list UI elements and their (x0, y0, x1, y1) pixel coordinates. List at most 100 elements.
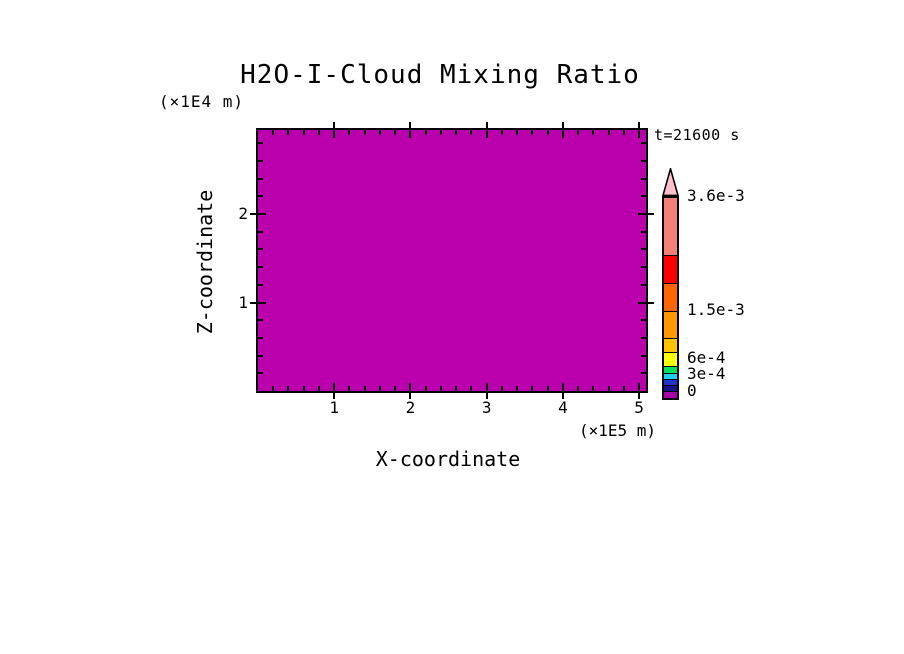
axis-tick (641, 283, 646, 286)
axis-tick (348, 386, 351, 391)
colorbar-segment (664, 283, 677, 311)
colorbar (662, 196, 679, 400)
axis-tick (287, 130, 290, 135)
axis-tick (439, 130, 442, 135)
plot-area (250, 122, 654, 399)
axis-tick (302, 386, 305, 391)
axis-tick (272, 386, 275, 391)
axis-tick (622, 386, 625, 391)
axis-tick (258, 248, 263, 251)
axis-tick (641, 354, 646, 357)
axis-tick (577, 386, 580, 391)
axis-tick (258, 266, 263, 269)
axis-tick (641, 142, 646, 145)
colorbar-tick-label: 0 (687, 381, 697, 400)
axis-tick (641, 336, 646, 339)
axis-tick (302, 130, 305, 135)
axis-tick (516, 386, 519, 391)
axis-tick (250, 301, 266, 304)
x-axis-unit-label: (×1E5 m) (578, 421, 656, 440)
axis-tick (622, 130, 625, 135)
time-annotation: t=21600 s (654, 126, 740, 144)
colorbar-tick-label: 3.6e-3 (687, 186, 745, 205)
axis-tick (470, 386, 473, 391)
axis-tick (455, 130, 458, 135)
x-tick-label: 3 (481, 398, 492, 417)
colorbar-segment (664, 255, 677, 283)
axis-tick (641, 266, 646, 269)
x-tick-label: 2 (405, 398, 416, 417)
axis-tick (439, 386, 442, 391)
axis-tick (561, 383, 564, 399)
colorbar-segment (664, 352, 677, 366)
colorbar-segment (664, 198, 677, 255)
axis-tick (638, 301, 654, 304)
y-tick-label: 1 (238, 292, 248, 312)
y-axis-unit-label: (×1E4 m) (159, 92, 245, 111)
axis-tick (287, 386, 290, 391)
colorbar-overflow-arrow-icon (662, 168, 679, 196)
axis-tick (546, 386, 549, 391)
axis-tick (394, 130, 397, 135)
colorbar-segment (664, 373, 677, 379)
axis-tick (333, 383, 336, 399)
axis-tick (638, 122, 641, 138)
axis-tick (409, 383, 412, 399)
axis-tick (592, 130, 595, 135)
axis-tick (272, 130, 275, 135)
colorbar-segment (664, 379, 677, 385)
axis-tick (592, 386, 595, 391)
axis-tick (455, 386, 458, 391)
x-tick-label: 5 (634, 398, 644, 417)
axis-tick (641, 319, 646, 322)
axis-tick (500, 130, 503, 135)
colorbar-tick-label: 3e-4 (687, 364, 726, 383)
axis-tick (258, 230, 263, 233)
axis-tick (409, 122, 412, 138)
colorbar-segment (664, 311, 677, 338)
axis-tick (424, 130, 427, 135)
axis-tick (394, 386, 397, 391)
axis-tick (485, 383, 488, 399)
x-axis-title: X-coordinate (375, 447, 521, 471)
axis-tick (577, 130, 580, 135)
axis-tick (363, 130, 366, 135)
axis-tick (531, 130, 534, 135)
x-tick-label: 1 (329, 398, 340, 417)
axis-tick (641, 230, 646, 233)
colorbar-segment (664, 366, 677, 373)
y-axis-title: Z-coordinate (193, 189, 217, 335)
axis-tick (638, 383, 641, 399)
axis-tick (470, 130, 473, 135)
axis-tick (516, 130, 519, 135)
colorbar-tick-label: 6e-4 (687, 348, 726, 367)
axis-tick (378, 130, 381, 135)
axis-tick (333, 122, 336, 138)
axis-tick (546, 130, 549, 135)
axis-tick (485, 122, 488, 138)
axis-tick (317, 130, 320, 135)
axis-tick (378, 386, 381, 391)
axis-tick (363, 386, 366, 391)
axis-tick (638, 213, 654, 216)
axis-tick (641, 177, 646, 180)
axis-tick (258, 319, 263, 322)
colorbar-tick-label: 1.5e-3 (687, 300, 745, 319)
plot-title: H2O-I-Cloud Mixing Ratio (240, 60, 640, 90)
y-tick-label: 2 (238, 204, 248, 224)
axis-tick (250, 213, 266, 216)
axis-tick (348, 130, 351, 135)
colorbar-segment (664, 385, 677, 391)
axis-tick (641, 159, 646, 162)
axis-tick (258, 195, 263, 198)
axis-tick (607, 130, 610, 135)
axis-tick (641, 372, 646, 375)
axis-tick (258, 177, 263, 180)
x-tick-label: 4 (558, 398, 568, 417)
colorbar-segment (664, 338, 677, 352)
axis-tick (258, 372, 263, 375)
colorbar-segment (664, 391, 677, 398)
axis-tick (607, 386, 610, 391)
axis-tick (641, 248, 646, 251)
